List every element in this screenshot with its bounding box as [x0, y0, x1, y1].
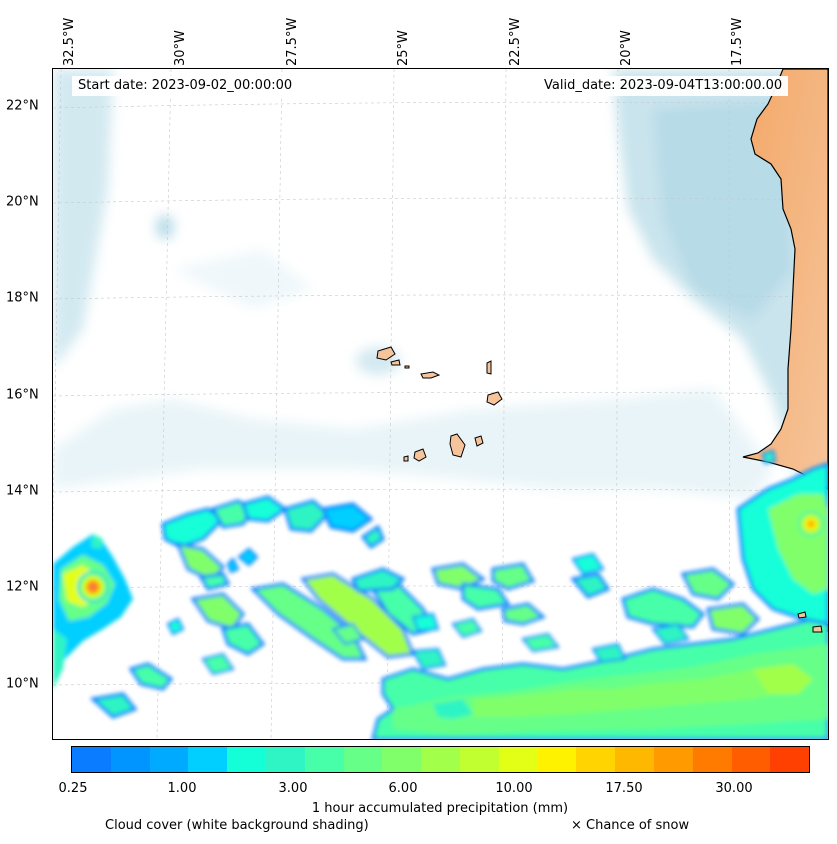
colorbar-swatch: [72, 747, 111, 772]
sao-vicente-island: [390, 359, 401, 366]
colorbar-tick: 0.25: [58, 781, 88, 796]
lat-label-16n: 16°N: [6, 387, 39, 403]
colorbar-swatch: [459, 747, 499, 772]
brava-island: [403, 455, 409, 462]
colorbar-swatch: [304, 747, 344, 772]
colorbar-swatch: [731, 747, 771, 772]
lat-label-20n: 20°N: [6, 194, 39, 210]
colorbar-tick: 6.00: [388, 781, 418, 796]
colorbar-swatch: [149, 747, 189, 772]
colorbar-swatch: [615, 747, 654, 772]
colorbar-tick: 17.50: [605, 781, 643, 796]
map-canvas: [53, 69, 828, 739]
colorbar-swatch: [110, 747, 150, 772]
cape-verde-islands: [376, 346, 503, 462]
map-area: [52, 68, 829, 740]
sao-nicolau-island: [420, 371, 441, 379]
colorbar-tick: 3.00: [278, 781, 308, 796]
colorbar: [71, 746, 810, 773]
colorbar-tick: 30.00: [715, 781, 753, 796]
colorbar-label: 1 hour accumulated precipitation (mm): [311, 801, 569, 816]
lon-label-17-5w: 17.5°W: [730, 17, 745, 66]
colorbar-swatch: [188, 747, 228, 772]
precipitation-shading: [53, 449, 828, 739]
colorbar-swatch: [770, 747, 810, 772]
lon-label-22-5w: 22.5°W: [508, 17, 523, 66]
lat-label-22n: 22°N: [6, 98, 39, 114]
colorbar-swatch: [421, 747, 460, 772]
cloud-cover-shading: [53, 69, 828, 499]
lon-label-25w: 25°W: [396, 30, 411, 66]
lon-label-32-5w: 32.5°W: [62, 17, 77, 66]
cloud-cover-legend: Cloud cover (white background shading): [105, 818, 369, 833]
lat-label-14n: 14°N: [6, 483, 39, 499]
colorbar-swatch: [537, 747, 577, 772]
fogo-island: [413, 448, 427, 462]
colorbar-swatch: [227, 747, 266, 772]
santiago-island: [449, 433, 466, 458]
colorbar-swatch: [498, 747, 538, 772]
lat-label-18n: 18°N: [6, 290, 39, 306]
colorbar-tick: 1.00: [167, 781, 197, 796]
start-date-label: Start date: 2023-09-02_00:00:00: [72, 76, 299, 96]
colorbar-tick: 10.00: [495, 781, 533, 796]
lat-label-10n: 10°N: [6, 676, 39, 692]
lat-label-12n: 12°N: [6, 579, 39, 595]
santo-antao-island: [376, 346, 396, 361]
boa-vista-island: [486, 391, 503, 406]
valid-date-label: Valid_date: 2023-09-04T13:00:00.00: [538, 76, 789, 96]
colorbar-swatch: [343, 747, 383, 772]
lon-label-20w: 20°W: [619, 30, 634, 66]
snow-legend: × Chance of snow: [571, 818, 690, 833]
lon-label-27-5w: 27.5°W: [285, 17, 300, 66]
colorbar-swatch: [576, 747, 616, 772]
colorbar-swatch: [265, 747, 305, 772]
maio-island: [474, 435, 484, 447]
sal-island: [486, 360, 492, 375]
colorbar-swatch: [382, 747, 422, 772]
bijagos-islands: [797, 611, 823, 633]
colorbar-swatch: [653, 747, 693, 772]
lon-label-30w: 30°W: [173, 30, 188, 66]
santa-luzia-island: [404, 365, 410, 369]
colorbar-swatch: [692, 747, 732, 772]
